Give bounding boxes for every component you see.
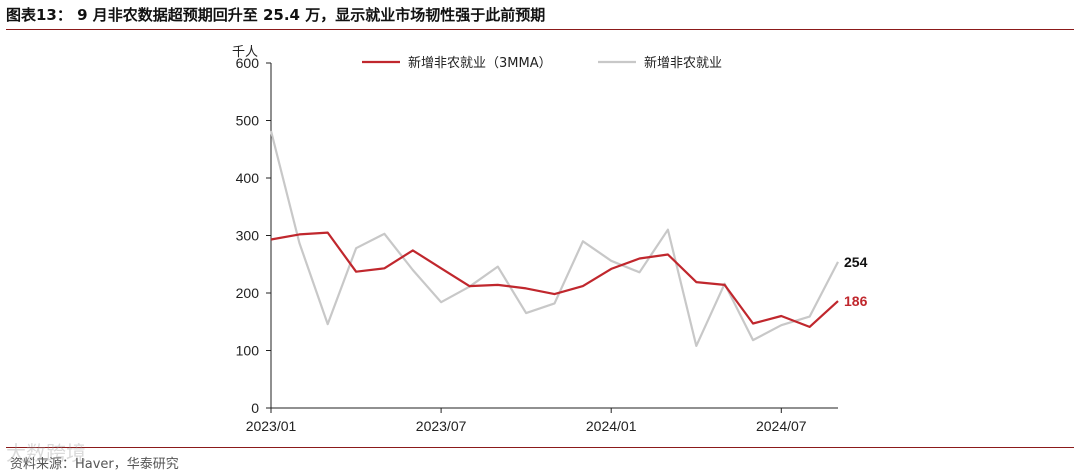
y-unit-label: 千人 bbox=[232, 45, 258, 60]
x-tick-label: 2023/01 bbox=[246, 418, 297, 434]
y-tick-label: 600 bbox=[236, 55, 260, 71]
y-tick-label: 0 bbox=[251, 400, 259, 416]
legend-label-0: 新增非农就业（3MMA） bbox=[408, 55, 552, 71]
end-label-1: 254 bbox=[844, 254, 868, 270]
legend-label-1: 新增非农就业 bbox=[644, 55, 722, 71]
chart-end-labels: 186 254 bbox=[844, 254, 868, 309]
y-tick-label: 400 bbox=[236, 170, 260, 186]
series-line-1 bbox=[269, 130, 839, 347]
end-label-0: 186 bbox=[844, 293, 868, 309]
source-note: 资料来源：Haver，华泰研究 bbox=[10, 457, 179, 472]
x-tick-label: 2024/01 bbox=[586, 418, 637, 434]
watermark: 大数跨境 bbox=[6, 441, 86, 465]
title-divider bbox=[6, 29, 1074, 30]
x-tick-label: 2024/07 bbox=[756, 418, 807, 434]
y-tick-label: 300 bbox=[236, 228, 260, 244]
chart-title: 图表13： 9 月非农数据超预期回升至 25.4 万，显示就业市场韧性强于此前预… bbox=[6, 6, 546, 24]
y-tick-label: 500 bbox=[236, 113, 260, 129]
x-tick-label: 2023/07 bbox=[416, 418, 467, 434]
y-tick-label: 100 bbox=[236, 343, 260, 359]
chart-lines bbox=[269, 130, 839, 347]
footer-divider bbox=[6, 447, 1074, 448]
series-line-0 bbox=[270, 231, 839, 328]
y-tick-label: 200 bbox=[236, 285, 260, 301]
chart-legend: 新增非农就业（3MMA） 新增非农就业 bbox=[362, 55, 722, 71]
